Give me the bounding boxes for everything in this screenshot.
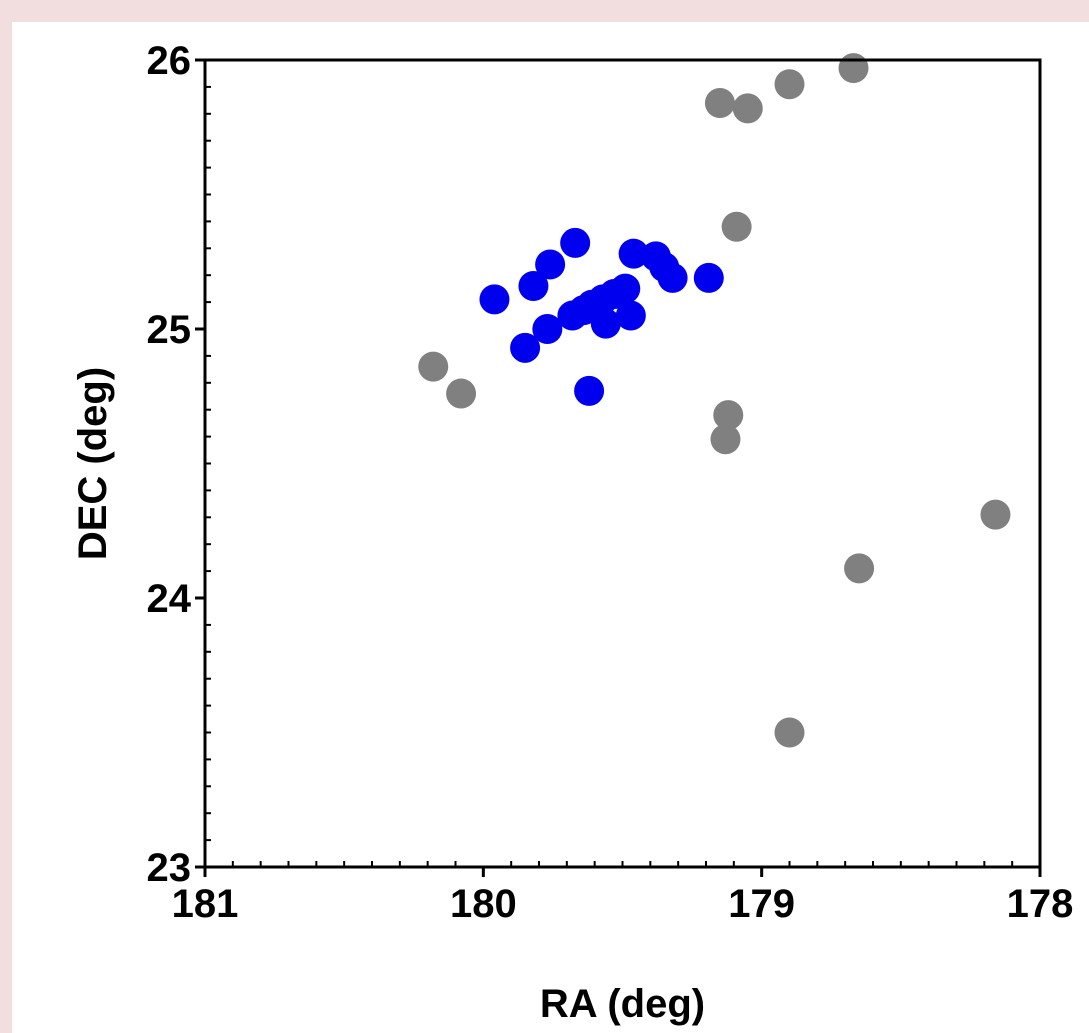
blue-data-point <box>532 314 563 344</box>
blue-data-point <box>574 375 605 406</box>
y-tick-label: 24 <box>147 577 192 621</box>
x-axis-title: RA (deg) <box>540 982 705 1026</box>
x-tick-label: 179 <box>728 882 795 926</box>
gray-data-point <box>838 53 869 84</box>
blue-data-point <box>693 262 724 293</box>
blue-data-point <box>518 270 549 301</box>
chart-frame: 181 180 179 178 23 24 25 26 RA (deg) DEC (deg) <box>12 22 1089 1033</box>
blue-data-point <box>610 273 641 304</box>
x-tick-label: 178 <box>1007 882 1074 926</box>
gray-data-point <box>721 211 752 242</box>
blue-data-point <box>510 332 541 363</box>
scatter-chart: 181 180 179 178 23 24 25 26 RA (deg) DEC (deg) <box>71 39 1074 1026</box>
gray-data-point <box>732 93 763 124</box>
plot-area-border <box>203 58 1042 869</box>
blue-data-point <box>618 238 649 269</box>
y-tick-label: 25 <box>147 308 192 352</box>
gray-data-point <box>713 400 744 431</box>
gray-data-point <box>704 88 735 119</box>
gray-data-point <box>446 378 477 409</box>
y-tick-label: 23 <box>147 846 192 890</box>
y-axis-title: DEC (deg) <box>71 367 115 560</box>
gray-data-point <box>980 499 1011 530</box>
blue-data-point <box>615 300 646 331</box>
y-tick-label: 26 <box>147 39 192 83</box>
blue-data-point <box>479 284 510 315</box>
blue-data-point <box>535 249 566 280</box>
gray-data-point <box>774 69 805 100</box>
gray-data-point <box>710 424 741 455</box>
x-tick-label: 180 <box>450 882 517 926</box>
x-tick-label: 181 <box>172 882 239 926</box>
gray-data-point <box>774 717 805 748</box>
blue-data-point <box>560 227 591 258</box>
ticks-layer: 181 180 179 178 23 24 25 26 <box>147 39 1074 926</box>
gray-data-point <box>844 553 875 584</box>
gray-data-point <box>418 351 449 382</box>
blue-data-point <box>590 308 621 339</box>
points-layer <box>418 53 1011 748</box>
blue-data-point <box>657 262 688 293</box>
